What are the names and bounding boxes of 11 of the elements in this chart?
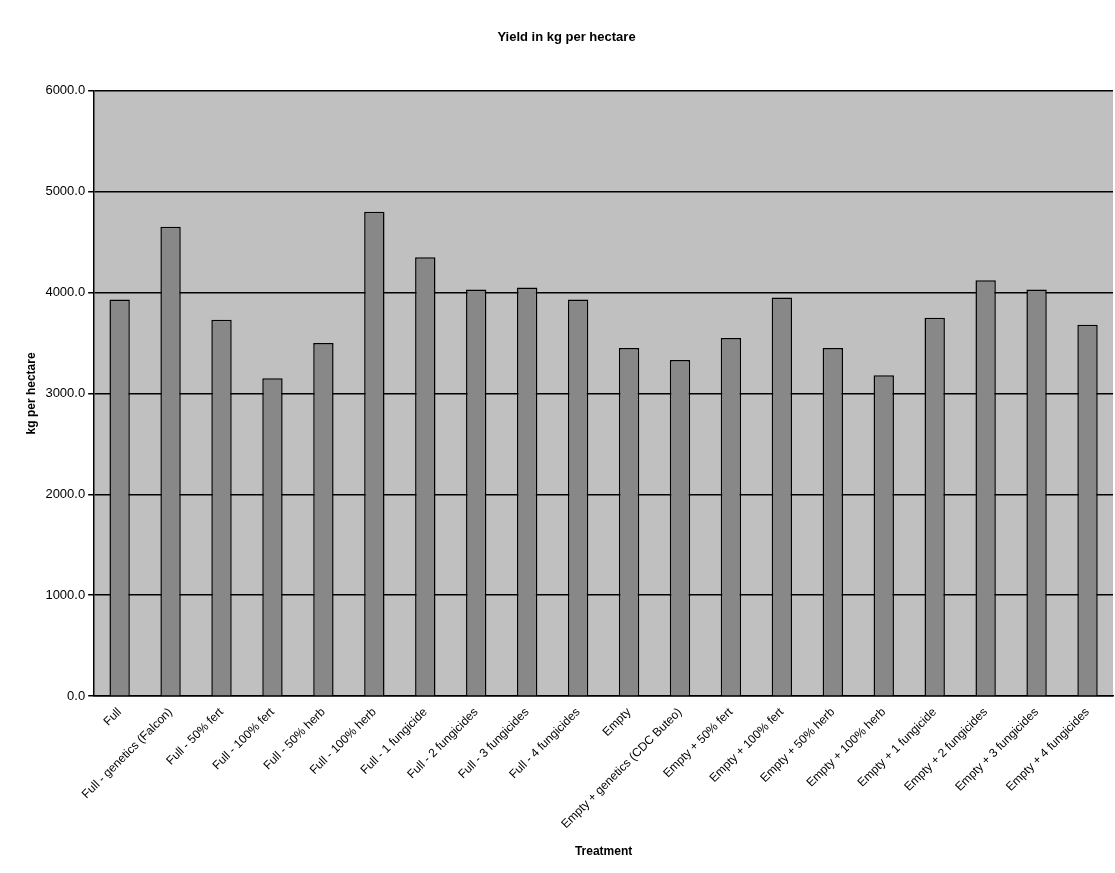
- y-tick-label: 3000.0: [45, 384, 86, 400]
- y-tick-label: 0.0: [67, 687, 86, 703]
- y-tick-label: 4000.0: [45, 284, 86, 300]
- y-tick-label: 1000.0: [45, 586, 86, 602]
- y-axis-title: kg per hectare: [23, 352, 38, 435]
- y-tick-label: 6000.0: [45, 82, 86, 98]
- y-tick-label: 5000.0: [45, 183, 86, 199]
- x-axis-title: Treatment: [574, 844, 633, 859]
- y-tick-label: 2000.0: [45, 485, 86, 501]
- chart-title: Yield in kg per hectare: [497, 29, 636, 45]
- x-tick-label: Full: [100, 704, 125, 729]
